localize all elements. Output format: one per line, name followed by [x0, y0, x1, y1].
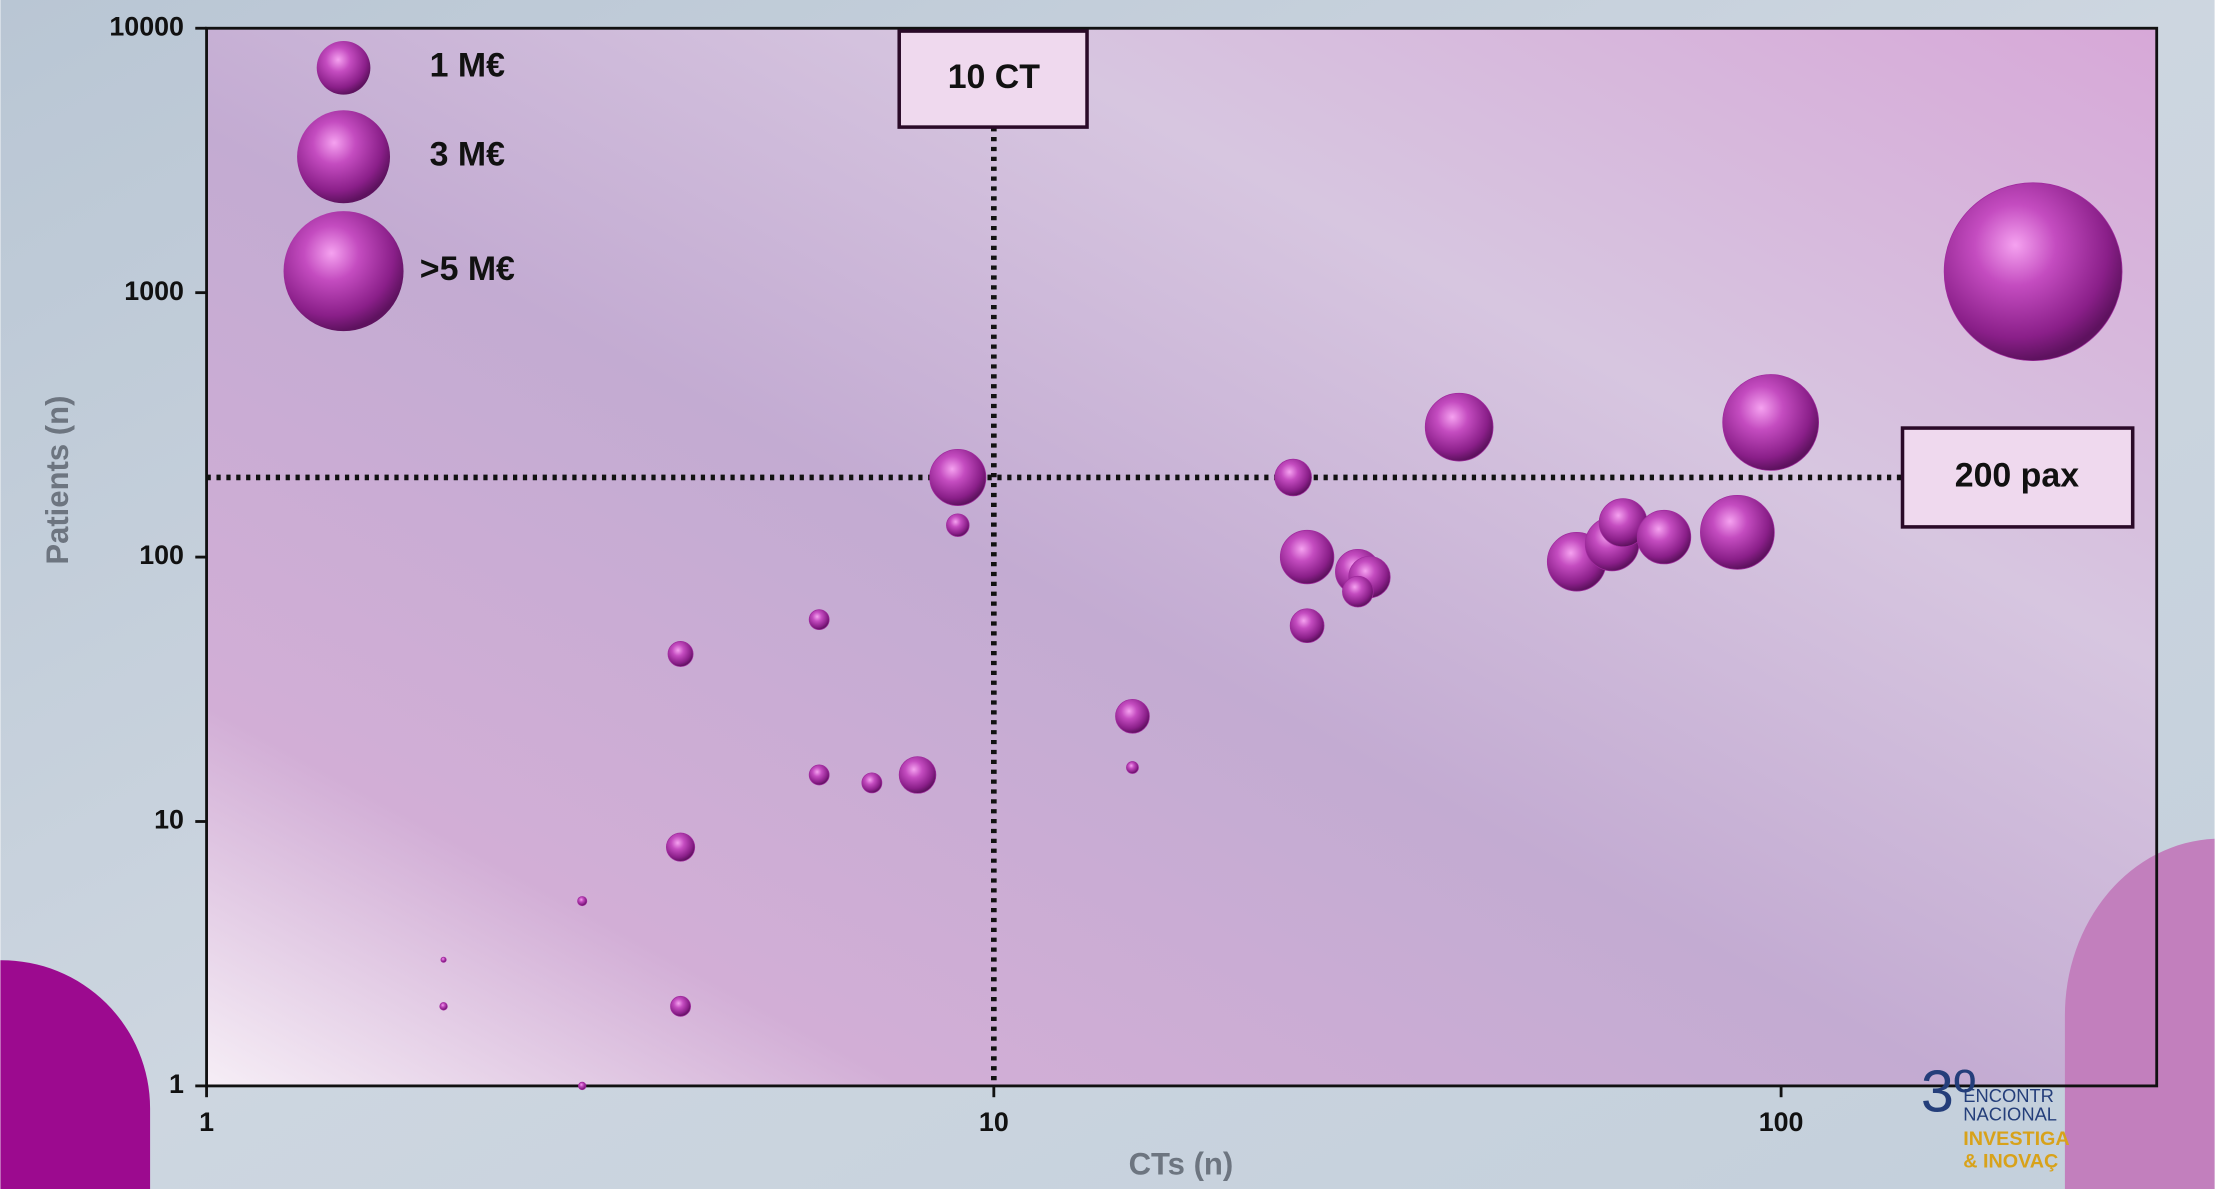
x-tick-label: 100 [1759, 1107, 1804, 1137]
y-tick-label: 100 [139, 540, 184, 570]
bubble [1637, 510, 1691, 564]
legend-label: 3 M€ [430, 136, 505, 174]
bubble [809, 610, 829, 630]
legend-bubble [317, 41, 371, 95]
bubble [899, 757, 936, 794]
y-axis-label: Patients (n) [40, 396, 75, 565]
logo-line: NACIONAL [1963, 1103, 2057, 1124]
legend-label: >5 M€ [420, 250, 515, 288]
bubble [1280, 530, 1334, 584]
y-tick-label: 10 [154, 805, 184, 835]
plot-area [207, 28, 2157, 1086]
y-tick-label: 1 [169, 1069, 184, 1099]
bubble [578, 896, 587, 905]
bubble [1700, 495, 1774, 569]
legend-bubble [284, 211, 404, 331]
bubble [668, 641, 693, 666]
reference-label: 10 CT [948, 58, 1041, 96]
y-tick-label: 1000 [124, 276, 184, 306]
x-axis-label: CTs (n) [1129, 1147, 1234, 1182]
bubble [440, 1003, 448, 1011]
bubble [946, 514, 969, 537]
bubble [666, 833, 694, 861]
x-tick-label: 1 [199, 1107, 214, 1137]
legend-bubble [297, 110, 390, 203]
legend-label: 1 M€ [430, 47, 505, 85]
bubble [862, 773, 882, 793]
bubble [1275, 459, 1312, 496]
bubble [671, 996, 691, 1016]
bubble [1342, 576, 1373, 607]
bubble [1290, 609, 1324, 643]
bubble [1126, 762, 1138, 774]
bubble [809, 765, 829, 785]
bubble [441, 957, 446, 962]
bubble [1115, 699, 1149, 733]
bubble [930, 449, 986, 505]
bubble [578, 1082, 586, 1090]
bubble [1944, 183, 2122, 361]
x-tick-label: 10 [979, 1107, 1009, 1137]
y-tick-label: 10000 [109, 11, 184, 41]
page: {"chart_data": { "type": "bubble", "x_la… [0, 0, 2215, 1189]
reference-label: 200 pax [1955, 456, 2079, 494]
logo-line: & INOVAÇ [1963, 1150, 2058, 1172]
logo-line: INVESTIGA [1963, 1128, 2069, 1150]
bubble [1723, 374, 1819, 470]
chart: CTs (n) Patients (n) 3º ENCONTR NACIONAL… [0, 0, 2215, 1189]
bubble [1425, 393, 1493, 461]
